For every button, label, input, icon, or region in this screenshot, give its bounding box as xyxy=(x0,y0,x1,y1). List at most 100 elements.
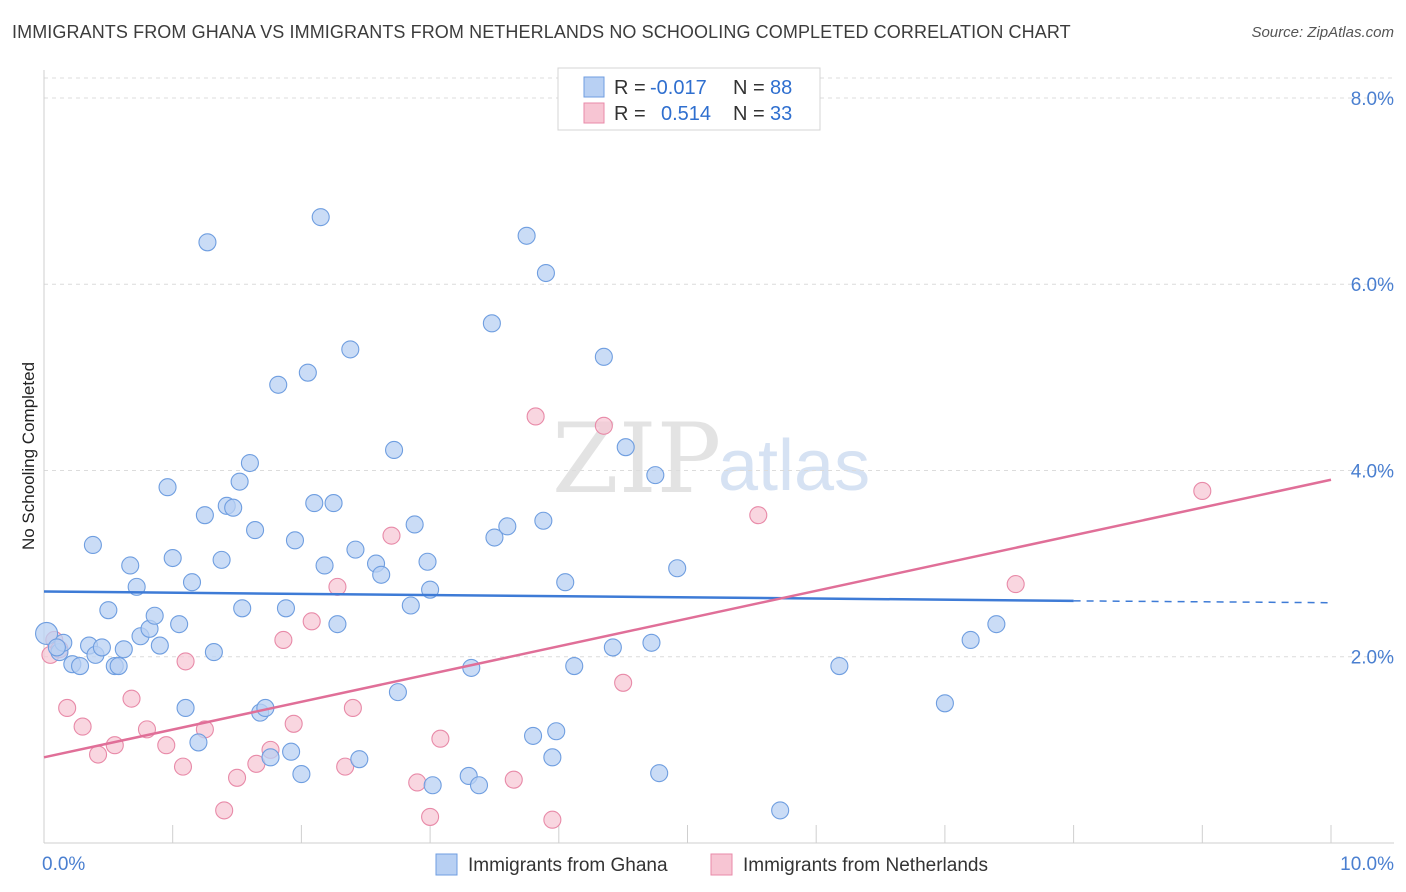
point-ghana xyxy=(646,466,665,485)
point-ghana xyxy=(616,438,635,457)
point-ghana xyxy=(204,643,223,662)
point-ghana xyxy=(987,615,1006,634)
legend-n-label-netherlands: N = xyxy=(733,103,765,125)
point-netherlands xyxy=(328,577,347,596)
point-ghana xyxy=(462,658,481,677)
axes xyxy=(43,70,1394,844)
point-ghana xyxy=(482,314,501,333)
point-ghana xyxy=(556,573,575,592)
legend-n-value-ghana: 88 xyxy=(770,77,792,99)
point-ghana xyxy=(642,633,661,652)
point-ghana xyxy=(547,722,566,741)
point-netherlands xyxy=(1006,575,1025,594)
correlation-legend: R = -0.017 N = 88 R = 0.514 N = 33 xyxy=(557,67,821,131)
legend-r-value-ghana: -0.017 xyxy=(650,77,707,99)
point-ghana xyxy=(261,748,280,767)
point-ghana xyxy=(341,340,360,359)
data-points xyxy=(35,208,1212,829)
x-tick-label-max: 10.0% xyxy=(1340,854,1394,875)
point-ghana xyxy=(668,559,687,578)
legend-r-label-netherlands: R = xyxy=(614,103,646,125)
point-ghana xyxy=(350,750,369,769)
point-ghana xyxy=(565,656,584,676)
point-netherlands xyxy=(274,630,293,650)
watermark-atlas: atlas xyxy=(718,426,870,506)
point-ghana xyxy=(524,726,543,745)
point-ghana xyxy=(324,494,343,513)
point-ghana xyxy=(240,453,259,473)
point-netherlands xyxy=(614,673,633,692)
point-ghana xyxy=(83,535,102,555)
point-ghana xyxy=(150,636,169,655)
point-netherlands xyxy=(215,801,234,820)
point-ghana xyxy=(485,528,504,547)
watermark: ZIP atlas xyxy=(552,403,870,515)
point-ghana xyxy=(830,656,849,676)
legend-n-label-ghana: N = xyxy=(733,77,765,99)
point-netherlands xyxy=(1193,481,1212,501)
point-ghana xyxy=(372,565,391,584)
point-ghana xyxy=(423,776,442,795)
point-ghana xyxy=(269,375,288,394)
point-netherlands xyxy=(594,416,613,435)
point-ghana xyxy=(233,599,252,618)
point-ghana xyxy=(285,531,305,550)
point-netherlands xyxy=(58,698,77,718)
y-tick-label: 8.0% xyxy=(1351,89,1394,110)
point-netherlands xyxy=(408,773,427,792)
point-ghana xyxy=(298,363,317,382)
point-netherlands xyxy=(543,810,562,829)
point-netherlands xyxy=(89,745,108,764)
point-netherlands xyxy=(173,757,193,776)
point-netherlands xyxy=(228,768,247,787)
point-ghana xyxy=(189,733,208,752)
point-netherlands xyxy=(157,736,176,755)
point-netherlands xyxy=(526,407,545,426)
point-ghana xyxy=(47,638,66,657)
point-ghana xyxy=(145,606,164,625)
point-ghana xyxy=(176,698,195,718)
trend-lines xyxy=(43,478,1332,759)
y-axis-label: No Schooling Completed xyxy=(19,362,38,550)
point-netherlands xyxy=(431,729,450,748)
series-legend-label-ghana: Immigrants from Ghana xyxy=(468,855,668,876)
point-ghana xyxy=(961,630,980,650)
trend-line-ghana xyxy=(43,590,1074,603)
point-ghana xyxy=(170,615,189,634)
chart-title: IMMIGRANTS FROM GHANA VS IMMIGRANTS FROM… xyxy=(12,22,1071,42)
point-ghana xyxy=(305,494,324,513)
point-ghana xyxy=(603,638,622,657)
point-ghana xyxy=(517,226,536,245)
point-ghana xyxy=(385,440,404,460)
point-ghana xyxy=(182,573,202,592)
point-ghana xyxy=(594,347,613,366)
point-netherlands xyxy=(176,652,195,671)
point-ghana xyxy=(276,599,296,618)
point-netherlands xyxy=(421,807,440,826)
point-ghana xyxy=(534,511,553,530)
series-legend: Immigrants from Ghana Immigrants from Ne… xyxy=(435,853,988,876)
point-ghana xyxy=(114,640,133,659)
x-tick-label-min: 0.0% xyxy=(42,854,85,875)
point-ghana xyxy=(92,638,111,657)
point-ghana xyxy=(163,548,182,568)
point-ghana xyxy=(536,263,555,283)
legend-swatch-ghana xyxy=(583,76,605,98)
point-ghana xyxy=(935,694,954,713)
point-ghana xyxy=(99,601,118,620)
legend-r-value-netherlands: 0.514 xyxy=(661,103,711,125)
point-ghana xyxy=(121,556,140,575)
series-legend-swatch-netherlands xyxy=(710,853,733,876)
point-ghana xyxy=(246,521,265,540)
point-netherlands xyxy=(105,736,124,755)
point-netherlands xyxy=(504,770,523,789)
watermark-zip: ZIP xyxy=(552,403,721,515)
point-ghana xyxy=(311,208,330,227)
point-netherlands xyxy=(302,612,321,631)
point-netherlands xyxy=(73,717,92,736)
point-ghana xyxy=(158,478,177,497)
legend-swatch-netherlands xyxy=(583,102,605,124)
point-netherlands xyxy=(336,757,355,776)
point-netherlands xyxy=(382,526,401,545)
